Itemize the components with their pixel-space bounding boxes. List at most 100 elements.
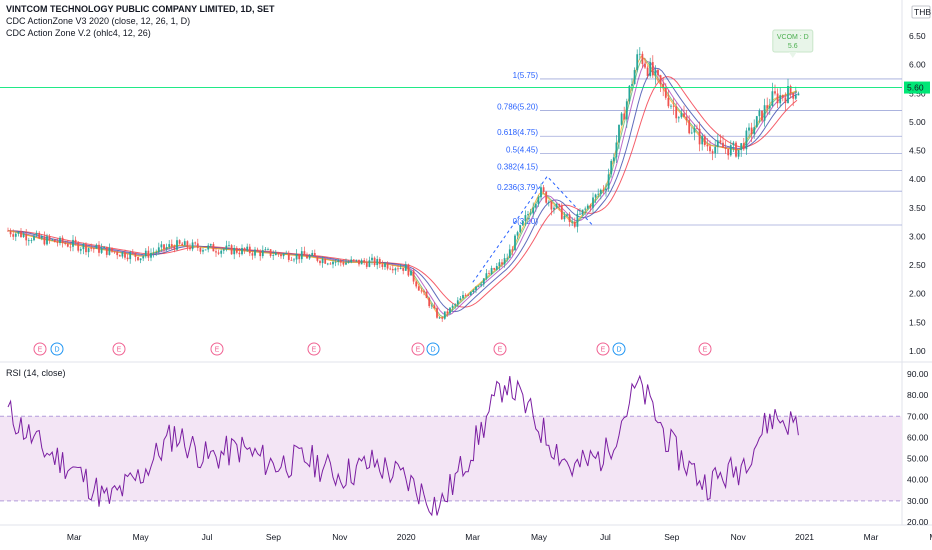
candle-body (641, 53, 644, 65)
time-tick-label: Mar (864, 532, 879, 542)
price-tick-label: 5.00 (909, 117, 926, 127)
candle-body (129, 252, 132, 260)
candle-body (633, 70, 636, 85)
rsi-label[interactable]: RSI (14, close) (6, 368, 66, 378)
candle-body (69, 246, 72, 248)
candle-body (306, 255, 308, 259)
candle-body (222, 249, 225, 251)
candle-body (308, 255, 311, 259)
candle-body (563, 215, 566, 220)
candle-body (264, 249, 267, 251)
candle-body (524, 215, 527, 222)
candle-body (339, 260, 342, 263)
candle-body (100, 248, 103, 253)
candle-body (295, 253, 298, 260)
candle-body (61, 237, 64, 244)
candle-body (90, 248, 93, 249)
candle-body (381, 264, 384, 267)
fib-level-label: 0.786(5.20) (497, 102, 538, 111)
candle-body (644, 64, 646, 68)
time-tick-label: Jul (202, 532, 213, 542)
candle-body (605, 188, 607, 191)
candle-body (404, 264, 407, 271)
indicator-1-label[interactable]: CDC ActionZone V3 2020 (close, 12, 26, 1… (6, 16, 191, 26)
candle-body (693, 127, 696, 133)
candle-body (722, 142, 724, 148)
candle-body (300, 251, 303, 260)
candle-body (415, 281, 418, 287)
candle-body (417, 286, 420, 291)
candle-body (282, 253, 285, 257)
candle-body (745, 130, 748, 150)
candle-body (443, 311, 446, 319)
candle-body (248, 246, 251, 254)
candle-body (103, 246, 106, 249)
candle-body (438, 317, 441, 319)
candle-body (503, 258, 506, 265)
candle-body (485, 273, 488, 279)
candle-body (363, 260, 366, 263)
earnings-marker: E (698, 342, 712, 356)
candle-body (511, 249, 514, 251)
candle-body (33, 235, 35, 241)
candle-body (449, 307, 451, 314)
candle-body (118, 255, 121, 257)
fib-level-label: 1(5.75) (513, 71, 539, 80)
candle-body (87, 248, 90, 253)
candle-body (594, 194, 597, 198)
rsi-tick-label: 60.00 (907, 432, 929, 442)
candle-body (277, 252, 280, 255)
candle-body (615, 142, 618, 158)
candle-body (599, 189, 602, 194)
candle-body (709, 146, 711, 152)
event-circle (33, 342, 47, 356)
candle-body (215, 251, 217, 253)
event-circle (307, 342, 321, 356)
price-tick-label: 2.00 (909, 289, 926, 299)
time-tick-label: Sep (664, 532, 679, 542)
event-letter: D (430, 347, 435, 354)
rsi-tick-label: 70.00 (907, 411, 929, 421)
indicator-2-label[interactable]: CDC Action Zone V.2 (ohlc4, 12, 26) (6, 28, 151, 38)
candle-body (350, 259, 353, 263)
candle-body (280, 254, 282, 257)
candle-body (30, 240, 33, 241)
candle-body (311, 253, 314, 256)
rsi-tick-label: 80.00 (907, 390, 929, 400)
chart-title: VINTCOM TECHNOLOGY PUBLIC COMPANY LIMITE… (6, 4, 275, 14)
price-tick-label: 4.00 (909, 174, 926, 184)
candle-body (397, 268, 399, 270)
candle-body (716, 140, 719, 147)
price-tick-label: 6.00 (909, 60, 926, 70)
currency-text: THB (914, 7, 931, 17)
event-circle (596, 342, 610, 356)
callout-value: 5.6 (788, 43, 798, 50)
candle-body (293, 259, 295, 261)
candle-body (690, 132, 693, 134)
candle-body (521, 221, 524, 226)
candle-body (251, 253, 254, 256)
candle-body (324, 258, 327, 264)
price-tick-label: 4.50 (909, 146, 926, 156)
candle-body (365, 262, 368, 267)
candle-body (66, 243, 69, 247)
candle-body (797, 93, 800, 96)
candle-body (701, 136, 704, 145)
candle-body (516, 232, 519, 236)
candle-body (202, 250, 204, 252)
candle-body (313, 253, 316, 257)
candle-body (553, 207, 555, 210)
price-tick-label: 3.50 (909, 203, 926, 213)
candle-body (147, 250, 150, 258)
candle-body (459, 298, 462, 301)
candle-body (352, 259, 355, 261)
candle-body (25, 234, 28, 241)
candle-body (638, 53, 641, 55)
candle-body (589, 205, 592, 208)
ema-long-blue (7, 67, 798, 313)
time-tick-label: Mar (67, 532, 82, 542)
candle-body (113, 251, 116, 253)
candle-body (303, 251, 306, 256)
candle-body (670, 105, 672, 107)
